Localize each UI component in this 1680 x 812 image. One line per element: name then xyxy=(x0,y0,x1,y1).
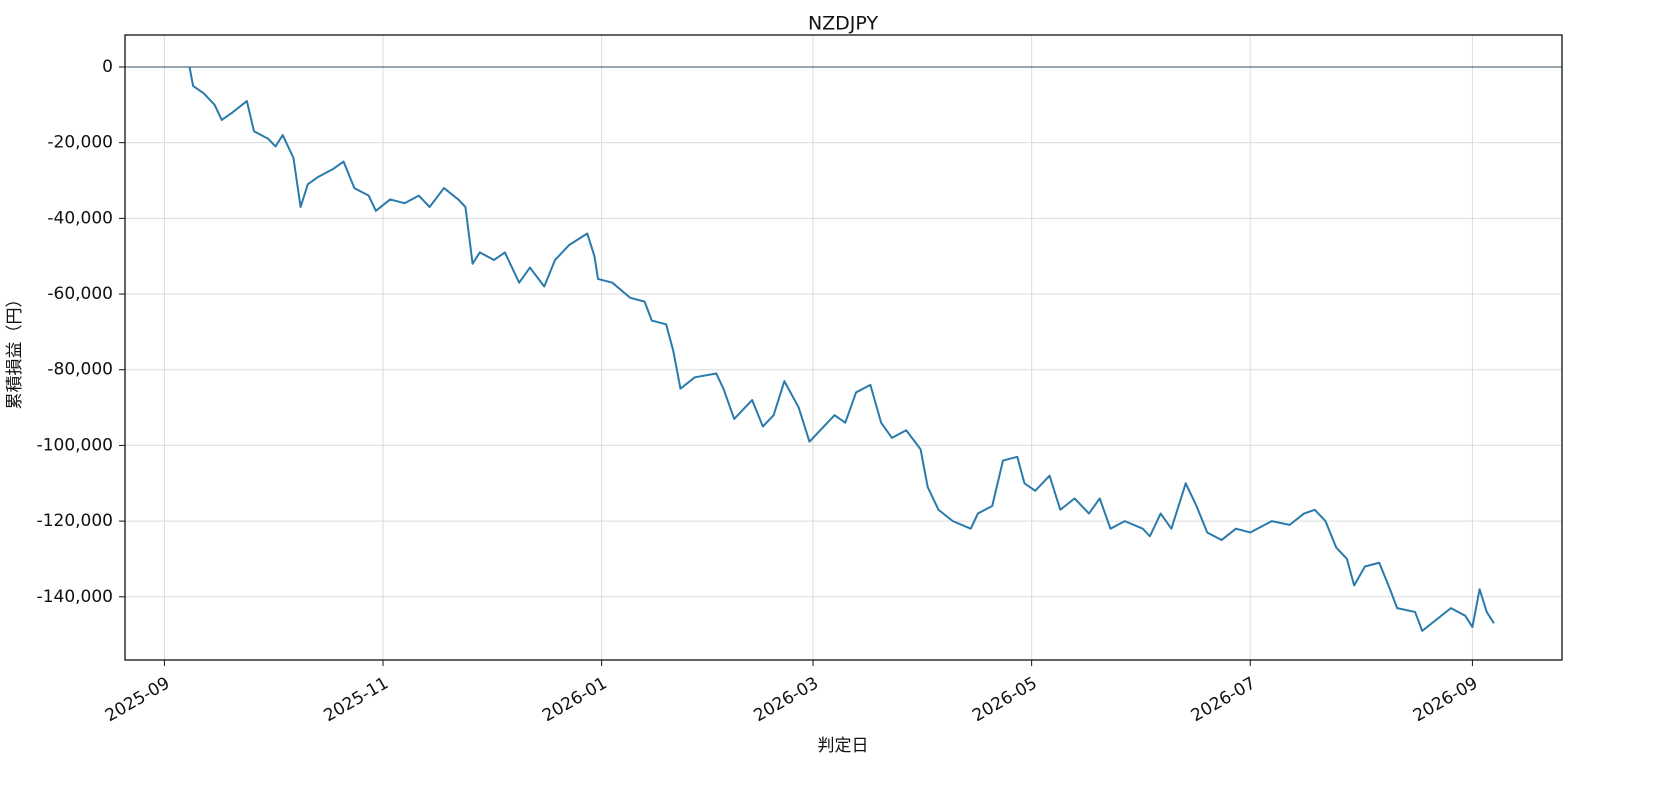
y-tick-label: -120,000 xyxy=(37,511,113,531)
chart-title: NZDJPY xyxy=(808,13,879,35)
grid xyxy=(125,35,1562,660)
x-axis-label: 判定日 xyxy=(818,736,869,756)
y-tick-label: -100,000 xyxy=(37,435,113,455)
series-line xyxy=(188,66,1495,632)
plot-frame xyxy=(124,34,1563,661)
y-tick-label: -20,000 xyxy=(47,133,113,153)
y-tick-label: -60,000 xyxy=(47,284,113,304)
plot xyxy=(125,66,1562,632)
y-tick-label: -80,000 xyxy=(47,360,113,380)
y-axis-label: 累積損益（円） xyxy=(5,291,25,410)
y-tick-label: -40,000 xyxy=(47,208,113,228)
y-tick-label: -140,000 xyxy=(37,587,113,607)
y-tick-label: 0 xyxy=(102,57,113,77)
